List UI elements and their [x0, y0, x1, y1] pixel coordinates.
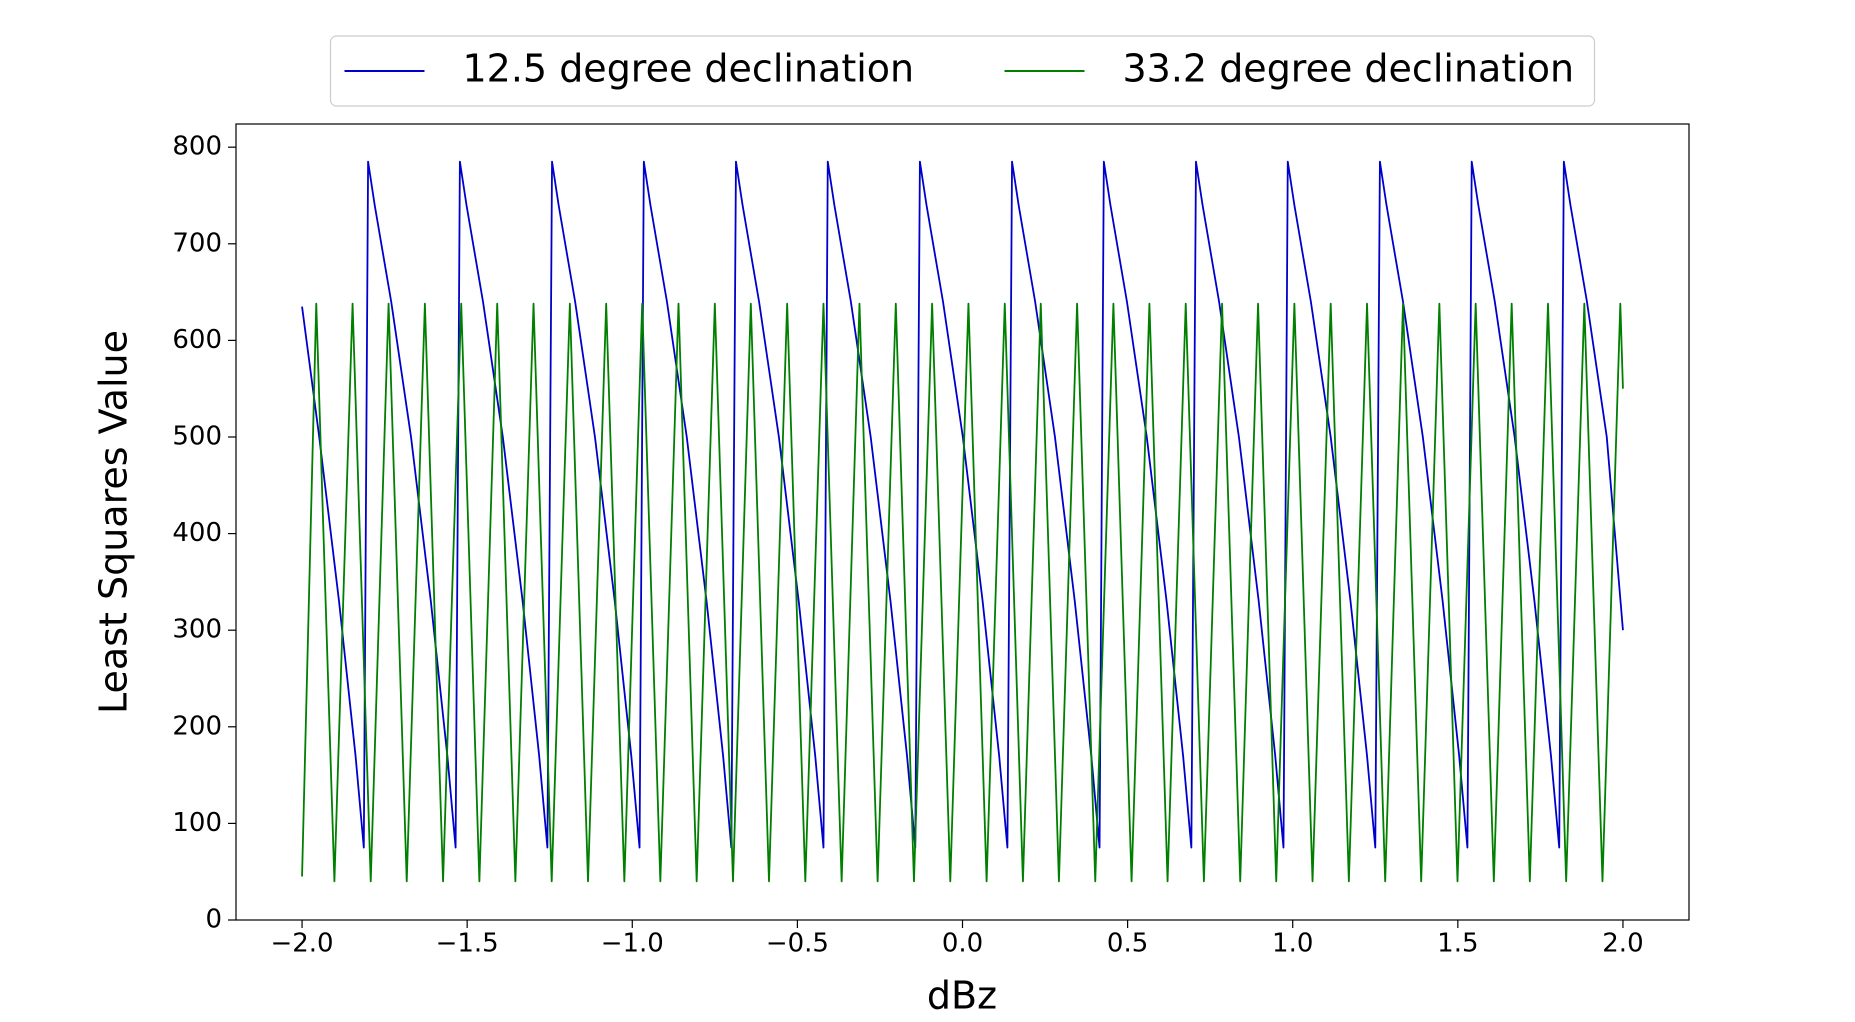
y-tick-label: 700: [172, 228, 222, 258]
x-tick-label: 1.5: [1437, 929, 1478, 959]
x-tick-label: 0.0: [942, 929, 983, 959]
x-tick-label: −0.5: [766, 929, 829, 959]
x-axis-label: dBz: [927, 974, 997, 1018]
series-line: [301, 160, 1624, 849]
x-tick-label: −2.0: [270, 929, 333, 959]
x-tick-label: 1.0: [1272, 929, 1313, 959]
y-tick-label: 100: [172, 808, 222, 838]
y-tick-label: 400: [172, 518, 222, 548]
x-tick-label: 0.5: [1107, 929, 1148, 959]
y-tick-label: 600: [172, 325, 222, 355]
y-tick-label: 500: [172, 421, 222, 451]
y-tick-label: 200: [172, 711, 222, 741]
y-tick-label: 800: [172, 132, 222, 162]
legend-label: 33.2 degree declination: [1123, 47, 1575, 91]
y-tick-label: 0: [205, 905, 222, 935]
legend-box: [329, 35, 1596, 107]
x-tick-label: −1.0: [601, 929, 664, 959]
y-axis-label: Least Squares Value: [92, 330, 136, 714]
x-tick-label: 2.0: [1602, 929, 1643, 959]
plot-frame: [235, 123, 1690, 921]
legend-label: 12.5 degree declination: [463, 47, 915, 91]
x-tick-label: −1.5: [436, 929, 499, 959]
y-tick-label: 300: [172, 615, 222, 645]
series-line: [301, 302, 1624, 883]
